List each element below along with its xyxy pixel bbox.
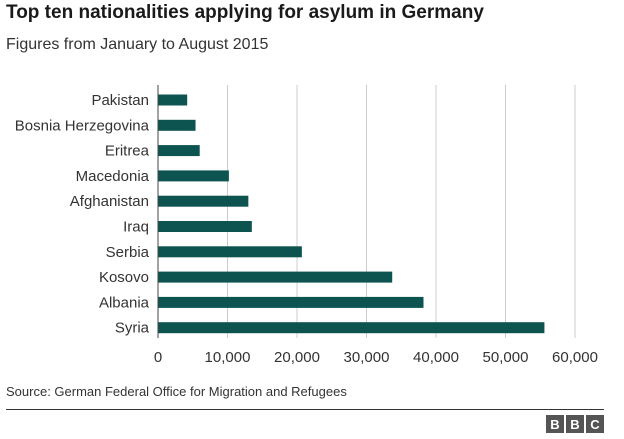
x-tick-label: 40,000 bbox=[413, 349, 459, 366]
bbc-logo-letter: B bbox=[566, 415, 584, 433]
x-tick-label: 10,000 bbox=[205, 349, 251, 366]
category-label: Pakistan bbox=[91, 92, 149, 109]
bar bbox=[158, 221, 252, 232]
bar bbox=[158, 322, 545, 334]
category-label: Iraq bbox=[123, 219, 149, 236]
bbc-logo-letter: B bbox=[546, 415, 564, 433]
x-axis-tick-labels: 0 10,000 20,000 30,000 40,000 50,000 60,000 bbox=[154, 349, 598, 366]
chart-title: Top ten nationalities applying for asylu… bbox=[6, 2, 484, 23]
bars bbox=[158, 94, 545, 334]
category-label: Eritrea bbox=[105, 143, 150, 160]
x-tick-label: 0 bbox=[154, 349, 162, 366]
footer-divider bbox=[6, 409, 604, 410]
bar bbox=[158, 296, 424, 308]
bar-chart: Pakistan Bosnia Herzegovina Eritrea Macedon… bbox=[15, 85, 598, 366]
category-labels: Pakistan Bosnia Herzegovina Eritrea Macedon… bbox=[15, 92, 150, 337]
bbc-logo-letter: C bbox=[586, 415, 604, 433]
gridlines bbox=[227, 85, 576, 338]
category-label: Macedonia bbox=[76, 168, 150, 185]
bar bbox=[158, 145, 200, 157]
bar bbox=[158, 195, 249, 207]
category-label: Kosovo bbox=[99, 269, 149, 286]
bar bbox=[158, 170, 229, 182]
x-tick-label: 60,000 bbox=[552, 349, 598, 366]
source-note: Source: German Federal Office for Migrat… bbox=[6, 384, 347, 399]
category-label: Afghanistan bbox=[70, 193, 149, 210]
bar bbox=[158, 271, 393, 283]
category-label: Syria bbox=[115, 320, 150, 337]
category-label: Albania bbox=[99, 294, 150, 311]
bar bbox=[158, 119, 196, 131]
category-label: Bosnia Herzegovina bbox=[15, 117, 150, 134]
x-tick-label: 50,000 bbox=[483, 349, 529, 366]
x-tick-label: 30,000 bbox=[344, 349, 390, 366]
x-tick-label: 20,000 bbox=[274, 349, 320, 366]
chart-subtitle: Figures from January to August 2015 bbox=[6, 36, 269, 53]
category-label: Serbia bbox=[106, 244, 150, 261]
bbc-logo: B B C bbox=[546, 415, 604, 433]
bar bbox=[158, 94, 188, 106]
bar bbox=[158, 246, 302, 258]
